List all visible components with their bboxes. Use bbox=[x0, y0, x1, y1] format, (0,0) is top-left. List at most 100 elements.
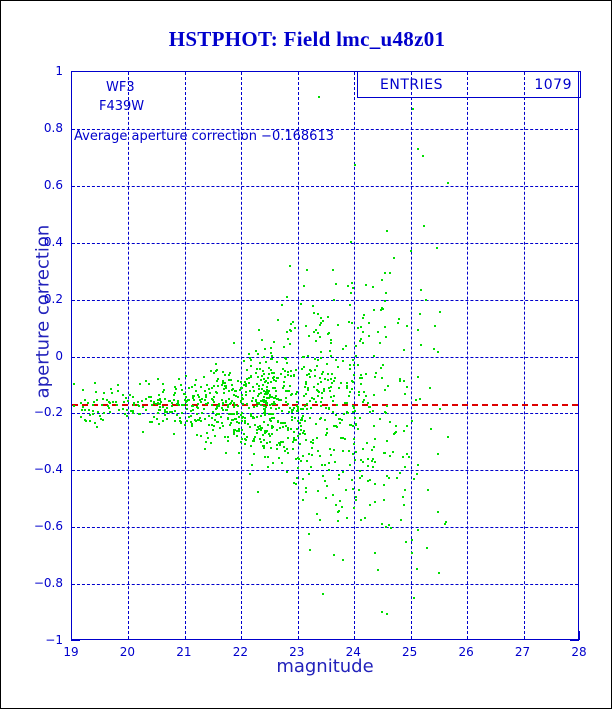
scatter-point bbox=[287, 374, 289, 376]
scatter-point bbox=[180, 421, 182, 423]
scatter-point bbox=[275, 408, 277, 410]
scatter-point bbox=[387, 385, 389, 387]
scatter-point bbox=[117, 384, 119, 386]
scatter-point bbox=[195, 390, 197, 392]
scatter-point bbox=[188, 416, 190, 418]
y-tick-label: 1 bbox=[55, 64, 63, 78]
scatter-point bbox=[330, 378, 332, 380]
scatter-point bbox=[259, 368, 261, 370]
scatter-point bbox=[373, 394, 375, 396]
scatter-point bbox=[251, 464, 253, 466]
scatter-point bbox=[257, 376, 259, 378]
scatter-point bbox=[233, 402, 235, 404]
scatter-point bbox=[258, 385, 260, 387]
scatter-point bbox=[309, 549, 311, 551]
scatter-point bbox=[324, 378, 326, 380]
scatter-point bbox=[373, 425, 375, 427]
scatter-point bbox=[287, 429, 289, 431]
scatter-point bbox=[277, 377, 279, 379]
scatter-point bbox=[360, 459, 362, 461]
scatter-point bbox=[244, 381, 246, 383]
scatter-point bbox=[321, 392, 323, 394]
scatter-point bbox=[257, 426, 259, 428]
scatter-point bbox=[259, 425, 261, 427]
gridline-horizontal bbox=[72, 243, 578, 244]
scatter-point bbox=[317, 383, 319, 385]
scatter-point bbox=[305, 383, 307, 385]
scatter-point bbox=[255, 400, 257, 402]
scatter-point bbox=[263, 439, 265, 441]
scatter-point bbox=[310, 407, 312, 409]
gridline-vertical bbox=[241, 72, 242, 639]
scatter-point bbox=[357, 428, 359, 430]
scatter-point bbox=[145, 398, 147, 400]
scatter-point bbox=[138, 405, 140, 407]
scatter-point bbox=[129, 394, 131, 396]
scatter-point bbox=[256, 368, 258, 370]
scatter-point bbox=[96, 426, 98, 428]
scatter-point bbox=[270, 420, 272, 422]
scatter-point bbox=[351, 322, 353, 324]
scatter-point bbox=[333, 380, 335, 382]
scatter-point bbox=[205, 403, 207, 405]
gridline-vertical bbox=[354, 72, 355, 639]
scatter-point bbox=[269, 419, 271, 421]
scatter-point bbox=[245, 383, 247, 385]
scatter-point bbox=[429, 387, 431, 389]
scatter-point bbox=[192, 409, 194, 411]
scatter-point bbox=[150, 396, 152, 398]
scatter-point bbox=[335, 504, 337, 506]
scatter-point bbox=[87, 402, 89, 404]
scatter-point bbox=[270, 358, 272, 360]
scatter-point bbox=[222, 371, 224, 373]
scatter-point bbox=[197, 403, 199, 405]
scatter-point bbox=[282, 387, 284, 389]
scatter-point bbox=[342, 450, 344, 452]
scatter-point bbox=[315, 423, 317, 425]
scatter-point bbox=[372, 286, 374, 288]
scatter-point bbox=[211, 404, 213, 406]
scatter-point bbox=[358, 391, 360, 393]
scatter-point bbox=[215, 414, 217, 416]
scatter-point bbox=[216, 392, 218, 394]
scatter-point bbox=[315, 401, 317, 403]
scatter-point bbox=[406, 453, 408, 455]
scatter-point bbox=[361, 475, 363, 477]
scatter-point bbox=[420, 289, 422, 291]
scatter-point bbox=[417, 329, 419, 331]
scatter-point bbox=[273, 397, 275, 399]
x-tick-label: 21 bbox=[176, 645, 192, 659]
scatter-point bbox=[216, 380, 218, 382]
scatter-point bbox=[319, 336, 321, 338]
scatter-point bbox=[313, 331, 315, 333]
scatter-point bbox=[300, 429, 302, 431]
annotation-chip: WF3 bbox=[106, 80, 135, 95]
scatter-point bbox=[267, 382, 269, 384]
scatter-point bbox=[444, 523, 446, 525]
scatter-point bbox=[337, 324, 339, 326]
scatter-point bbox=[338, 387, 340, 389]
scatter-point bbox=[309, 400, 311, 402]
scatter-point bbox=[81, 409, 83, 411]
scatter-point bbox=[94, 422, 96, 424]
scatter-point bbox=[213, 396, 215, 398]
scatter-point bbox=[264, 393, 266, 395]
scatter-point bbox=[369, 479, 371, 481]
scatter-point bbox=[308, 335, 310, 337]
scatter-point bbox=[247, 423, 249, 425]
scatter-point bbox=[348, 395, 350, 397]
scatter-point bbox=[160, 401, 162, 403]
x-tick-label: 26 bbox=[458, 645, 474, 659]
scatter-point bbox=[274, 387, 276, 389]
scatter-point bbox=[316, 513, 318, 515]
scatter-point bbox=[322, 475, 324, 477]
scatter-point bbox=[253, 390, 255, 392]
scatter-point bbox=[290, 394, 292, 396]
scatter-point bbox=[381, 307, 383, 309]
scatter-point bbox=[284, 450, 286, 452]
scatter-point bbox=[132, 396, 134, 398]
scatter-point bbox=[269, 396, 271, 398]
scatter-point bbox=[260, 429, 262, 431]
scatter-point bbox=[430, 428, 432, 430]
scatter-point bbox=[384, 272, 386, 274]
